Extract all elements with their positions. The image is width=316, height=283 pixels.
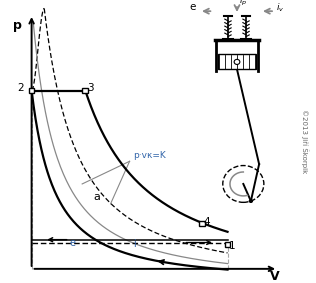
Bar [82, 88, 88, 93]
Text: 1: 1 [229, 241, 235, 251]
Text: 3: 3 [87, 83, 93, 93]
Text: p: p [13, 19, 21, 32]
Text: a: a [93, 192, 100, 201]
Bar [218, 55, 256, 69]
Text: e: e [190, 2, 196, 12]
Bar [199, 221, 205, 226]
Text: i: i [133, 239, 136, 249]
Circle shape [223, 166, 264, 202]
Text: ©2013 Jiří Škorpik: ©2013 Jiří Škorpik [301, 109, 309, 174]
Text: p·vκ=K: p·vκ=K [133, 151, 166, 160]
Text: $i_p$: $i_p$ [239, 0, 247, 8]
Text: $i_v$: $i_v$ [276, 1, 284, 14]
Text: e: e [70, 238, 76, 248]
Text: 2: 2 [17, 83, 24, 93]
Bar [29, 88, 34, 93]
Circle shape [249, 199, 253, 203]
Text: V: V [270, 270, 280, 283]
Bar [225, 242, 230, 247]
Text: 4: 4 [204, 217, 210, 227]
Circle shape [234, 59, 240, 65]
